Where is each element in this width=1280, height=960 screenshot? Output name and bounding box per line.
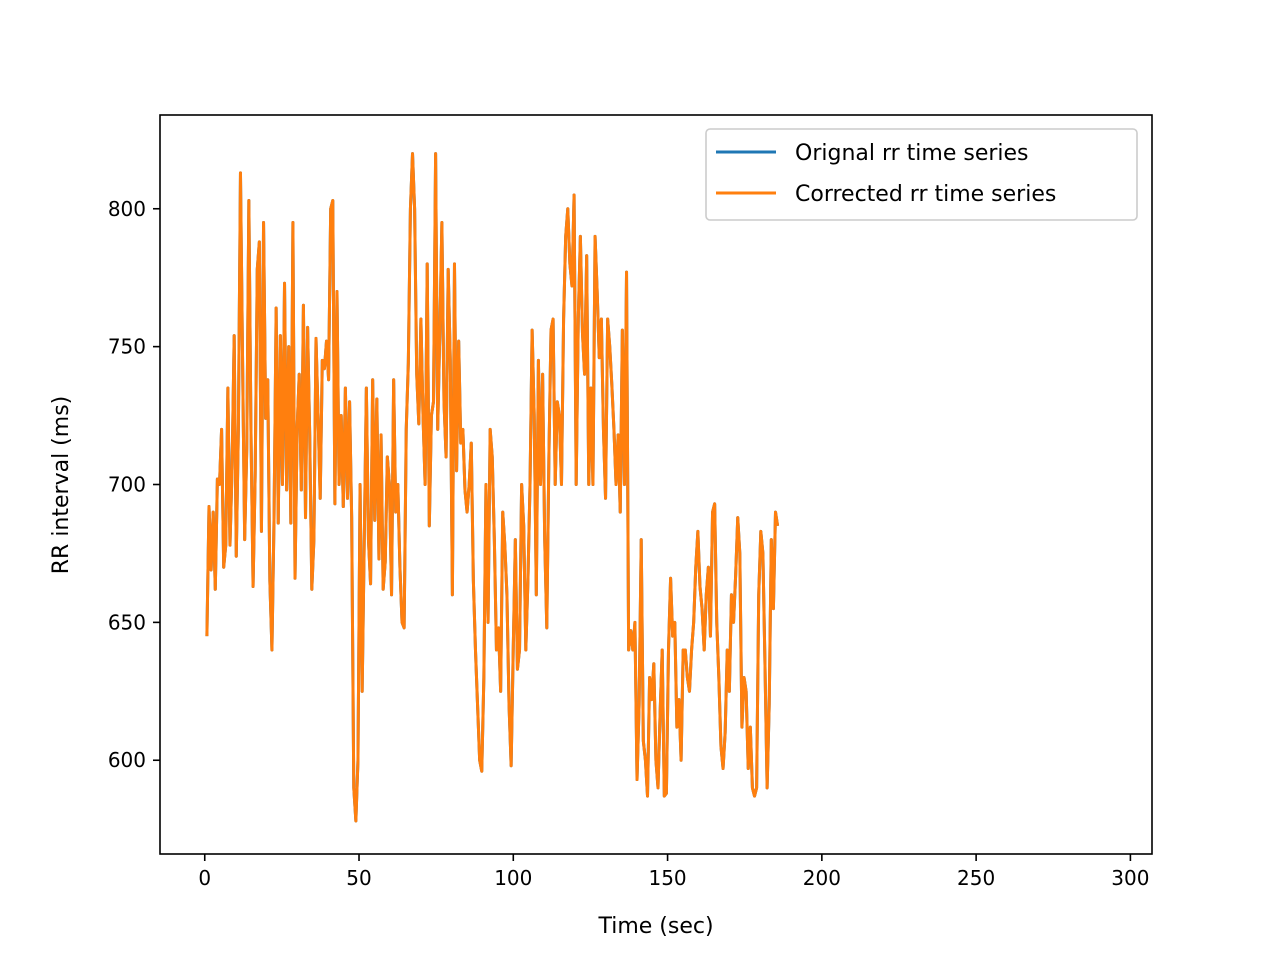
y-tick-label: 600 xyxy=(108,748,146,772)
legend-box xyxy=(705,128,1138,221)
plot-area xyxy=(205,152,780,823)
series-layer xyxy=(205,152,780,823)
legend-label-corrected: Corrected rr time series xyxy=(795,182,1056,207)
legend: Orignal rr time series Corrected rr time… xyxy=(705,128,1138,221)
y-tick-label: 700 xyxy=(108,473,146,497)
x-axis: 0 50 100 150 200 250 300 xyxy=(198,854,1149,890)
y-tick-label: 650 xyxy=(108,610,146,634)
x-tick-label: 300 xyxy=(1111,866,1149,890)
x-tick-label: 0 xyxy=(198,866,211,890)
legend-label-original: Orignal rr time series xyxy=(795,141,1029,166)
x-tick-label: 100 xyxy=(494,866,532,890)
y-tick-label: 800 xyxy=(108,197,146,221)
x-tick-label: 50 xyxy=(346,866,371,890)
y-axis-label: RR interval (ms) xyxy=(49,396,74,575)
x-tick-label: 150 xyxy=(648,866,686,890)
y-axis: 600 650 700 750 800 xyxy=(108,197,160,772)
y-tick-label: 750 xyxy=(108,335,146,359)
x-axis-label: Time (sec) xyxy=(597,914,713,939)
series-corrected xyxy=(205,152,780,823)
x-tick-label: 250 xyxy=(957,866,995,890)
x-tick-label: 200 xyxy=(803,866,841,890)
